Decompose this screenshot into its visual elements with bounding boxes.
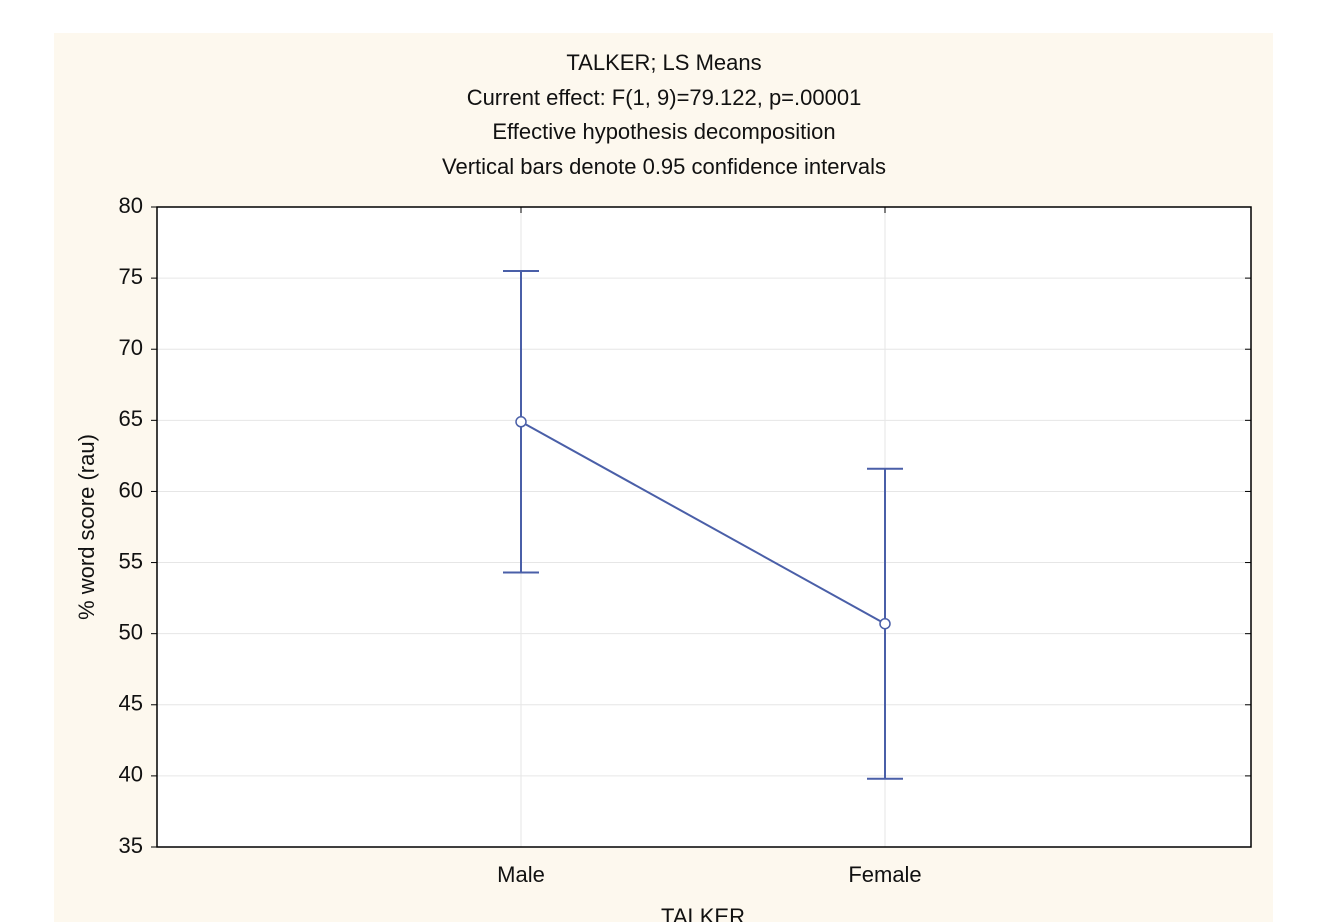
line [520,420,886,625]
y-tick-label: 55 [119,548,143,573]
x-axis-label: TALKER [661,904,745,922]
y-tick-label: 60 [119,477,143,502]
y-tick-label: 40 [119,762,143,787]
y-tick-label: 50 [119,619,143,644]
x-tick-label: Female [848,862,921,887]
chart-subtitle: Effective hypothesis decomposition [492,119,835,144]
y-tick-label: 45 [119,691,143,716]
y-tick-label: 65 [119,406,143,431]
plot-area [157,207,1251,847]
y-axis-label: % word score (rau) [74,434,99,620]
y-tick-label: 75 [119,264,143,289]
point [515,416,527,428]
point [879,617,891,630]
chart-subtitle: Vertical bars denote 0.95 confidence int… [442,154,886,179]
x-tick-label: Male [497,862,545,887]
chart-title: TALKER; LS Means [566,50,761,75]
y-tick-label: 70 [119,335,143,360]
y-tick-label: 35 [119,833,143,858]
plot-frame [156,206,1252,848]
chart-subtitle: Current effect: F(1, 9)=79.122, p=.00001 [467,85,862,110]
y-tick-label: 80 [119,193,143,218]
